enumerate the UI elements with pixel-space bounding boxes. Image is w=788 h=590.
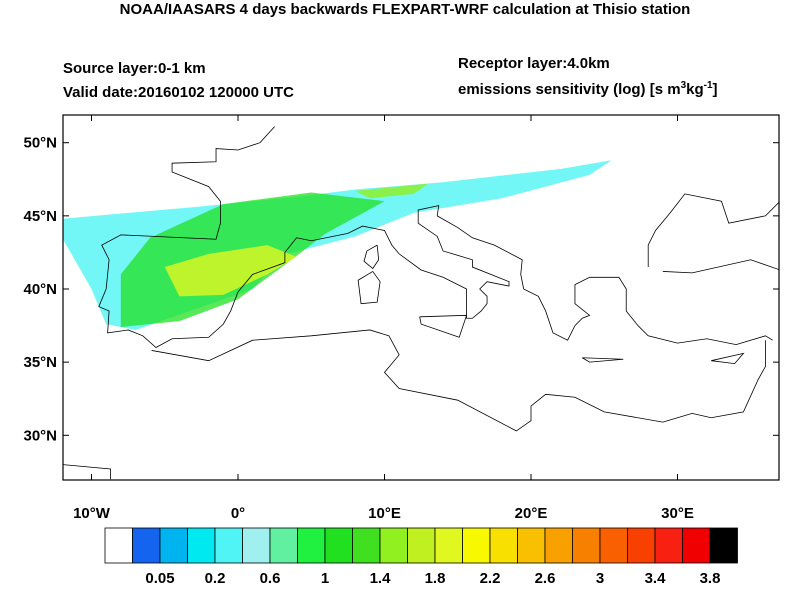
colorbar-swatch [242, 527, 271, 564]
colorbar-swatch [517, 527, 546, 564]
colorbar-swatch [269, 527, 298, 564]
coastline [63, 464, 111, 480]
colorbar-swatch [682, 527, 711, 564]
lon-label: 30°E [661, 505, 694, 522]
colorbar-swatch [654, 527, 683, 564]
colorbar-label: 3 [596, 570, 604, 585]
colorbar-label: 2.6 [535, 570, 556, 585]
colorbar-swatch [489, 527, 518, 564]
colorbar-swatch [434, 527, 463, 564]
coastline [98, 126, 773, 349]
title: NOAA/IAASARS 4 days backwards FLEXPART-W… [120, 1, 691, 18]
coastline [419, 314, 468, 338]
plume [355, 183, 429, 199]
coastline [151, 329, 766, 432]
colorbar-swatch [462, 527, 491, 564]
plume [164, 245, 297, 297]
source-layer: Source layer:0-1 km [63, 60, 206, 77]
colorbar-label: 2.2 [480, 570, 501, 585]
units-label: emissions sensitivity (log) [s m3kg-1] [458, 80, 718, 98]
axes: 50°N 45°N 40°N 35°N 30°N 10°W 0° 10°E 20°E 30°E [23, 115, 779, 522]
colorbar-swatch [379, 527, 408, 564]
lon-label: 10°W [73, 505, 111, 522]
lat-label: 30°N [23, 427, 57, 444]
colorbar-label: 1.8 [425, 570, 446, 585]
colorbar-swatch [709, 527, 738, 564]
map [63, 126, 779, 480]
colorbar-swatch [159, 527, 188, 564]
map-frame [62, 114, 780, 481]
colorbar-swatch [352, 527, 381, 564]
coastline [363, 244, 380, 270]
colorbar-swatch [187, 527, 216, 564]
colorbar-label: 0.2 [205, 570, 226, 585]
coastline [357, 271, 381, 305]
colorbar-swatch [544, 527, 573, 564]
colorbar-label: 0.6 [260, 570, 281, 585]
colorbar-label: 0.05 [145, 570, 174, 585]
colorbar-swatch [104, 527, 133, 564]
colorbar-label: 1 [321, 570, 329, 585]
coastline [711, 352, 745, 365]
colorbar-swatch [627, 527, 656, 564]
lon-label: 0° [231, 505, 245, 522]
colorbar-label: 1.4 [370, 570, 392, 585]
colorbar: 0.05 0.2 0.6 1 1.4 1.8 2.2 2.6 3 3.4 3.8 [104, 527, 738, 587]
colorbar-label: 3.8 [700, 570, 721, 585]
lon-label: 20°E [515, 505, 548, 522]
colorbar-swatch [407, 527, 436, 564]
valid-date: Valid date:20160102 120000 UTC [63, 84, 294, 101]
coastline [582, 357, 624, 363]
lat-label: 45°N [23, 208, 57, 225]
lat-label: 40°N [23, 281, 57, 298]
colorbar-label: 3.4 [645, 570, 667, 585]
colorbar-swatch [599, 527, 628, 564]
colorbar-swatch [132, 527, 161, 564]
coastline [647, 193, 779, 268]
lat-label: 35°N [23, 354, 57, 371]
colorbar-swatch [572, 527, 601, 564]
receptor-layer: Receptor layer:4.0km [458, 55, 610, 72]
colorbar-swatch [324, 527, 353, 564]
lat-label: 50°N [23, 135, 57, 152]
lon-label: 10°E [368, 505, 401, 522]
colorbar-swatch [297, 527, 326, 564]
coastline [662, 259, 779, 274]
colorbar-swatch [214, 527, 243, 564]
